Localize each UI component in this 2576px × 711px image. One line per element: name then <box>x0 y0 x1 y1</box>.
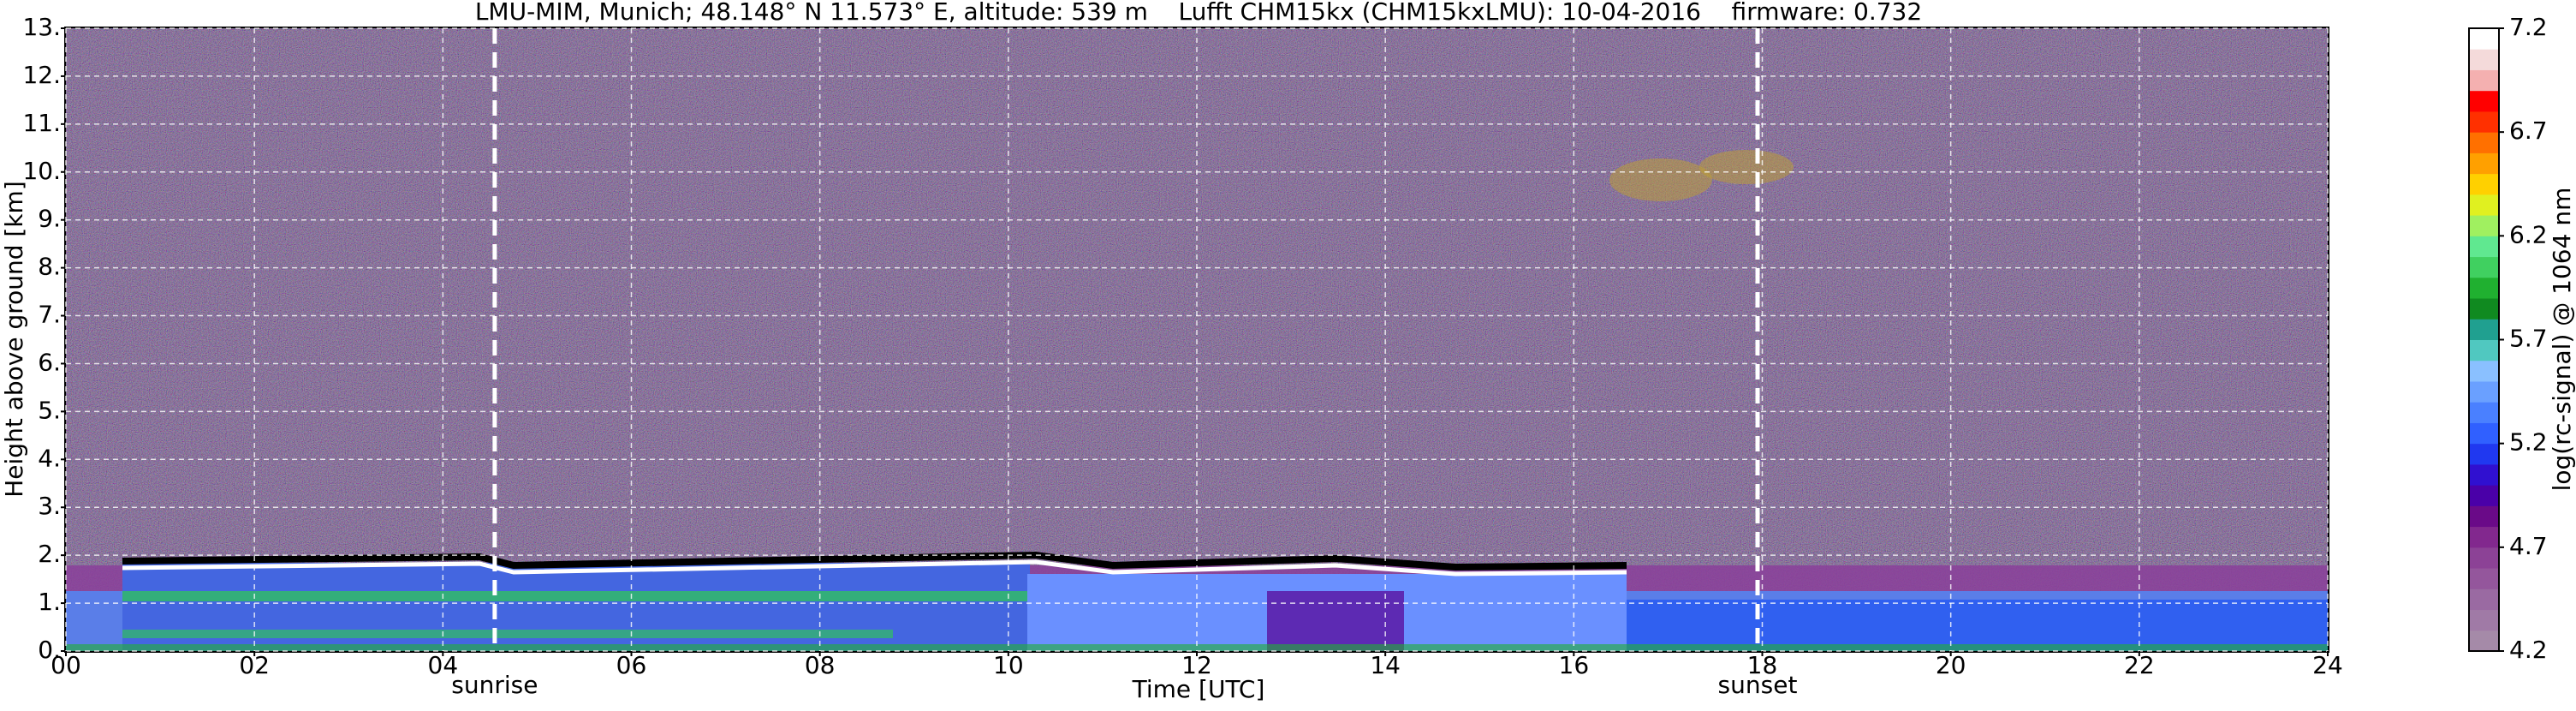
y-tick-label: 7. <box>38 301 61 329</box>
colorbar-segment <box>2469 69 2499 92</box>
y-tick-label: 5. <box>38 396 61 424</box>
colorbar-segment <box>2469 422 2499 445</box>
chart-title: LMU-MIM, Munich; 48.148° N 11.573° E, al… <box>475 0 1922 26</box>
colorbar-segment <box>2469 339 2499 361</box>
colorbar-tick-label: 6.7 <box>2509 117 2548 145</box>
y-tick-label: 13. <box>22 13 61 41</box>
colorbar-segment <box>2469 256 2499 278</box>
colorbar-label: log(rc-signal) @ 1064 nm <box>2548 188 2576 492</box>
x-tick-label: 10 <box>993 651 1024 679</box>
colorbar-segment <box>2469 547 2499 569</box>
layer-top <box>122 559 1627 577</box>
colorbar-segment <box>2469 194 2499 216</box>
x-tick-label: 18 <box>1747 651 1778 679</box>
colorbar-tick-label: 6.2 <box>2509 220 2548 248</box>
colorbar-tick-label: 5.2 <box>2509 428 2548 457</box>
x-tick-label: 12 <box>1181 651 1212 679</box>
x-tick-label: 04 <box>428 651 459 679</box>
y-tick-label: 9. <box>38 205 61 233</box>
colorbar-segment <box>2469 277 2499 299</box>
y-tick-label: 2. <box>38 540 61 568</box>
colorbar-segment <box>2469 49 2499 70</box>
y-tick-label: 8. <box>38 253 61 281</box>
cirrus <box>1699 150 1794 184</box>
colorbar-segment <box>2469 90 2499 112</box>
colorbar-segment <box>2469 236 2499 258</box>
colorbar-segment <box>2469 443 2499 465</box>
y-axis-label: Height above ground [km] <box>0 181 28 498</box>
colorbar-segment <box>2469 152 2499 175</box>
x-tick-label: 00 <box>51 651 81 679</box>
colorbar-segment <box>2469 380 2499 403</box>
colorbar-segment <box>2469 402 2499 423</box>
colorbar-tick-label: 5.7 <box>2509 325 2548 353</box>
colorbar-segment <box>2469 609 2499 631</box>
colorbar-segment <box>2469 630 2499 652</box>
colorbar-segment <box>2469 589 2499 611</box>
colorbar-segment <box>2469 111 2499 133</box>
x-tick-label: 14 <box>1370 651 1401 679</box>
colorbar-segment <box>2469 360 2499 382</box>
y-tick-label: 6. <box>38 348 61 376</box>
colorbar-segment <box>2469 485 2499 506</box>
colorbar-segment <box>2469 568 2499 589</box>
colorbar-tick-label: 4.7 <box>2509 532 2548 560</box>
x-tick-label: 08 <box>805 651 836 679</box>
colorbar-segment <box>2469 28 2499 50</box>
colorbar-segment <box>2469 132 2499 153</box>
boundary-layer <box>66 644 2328 651</box>
x-tick-label: 22 <box>2124 651 2155 679</box>
boundary-layer <box>1267 591 1404 651</box>
layer-top <box>122 551 1627 571</box>
annotation-label: sunrise <box>451 671 538 699</box>
colorbar-segment <box>2469 463 2499 486</box>
cirrus <box>1609 158 1712 201</box>
x-tick-label: 06 <box>616 651 647 679</box>
boundary-layer <box>122 630 893 638</box>
y-tick-label: 12. <box>22 61 61 89</box>
y-tick-label: 1. <box>38 588 61 616</box>
colorbar-segment <box>2469 319 2499 340</box>
colorbar-segment <box>2469 173 2499 195</box>
x-tick-label: 16 <box>1559 651 1590 679</box>
colorbar-segment <box>2469 298 2499 320</box>
x-tick-label: 24 <box>2312 651 2343 679</box>
y-tick-label: 10. <box>22 157 61 185</box>
boundary-layer <box>1627 600 2328 651</box>
boundary-layer <box>122 591 1030 601</box>
x-tick-label: 02 <box>239 651 270 679</box>
x-tick-label: 20 <box>1936 651 1966 679</box>
y-tick-label: 4. <box>38 444 61 472</box>
annotation-label: sunset <box>1718 671 1798 699</box>
x-axis-label: Time [UTC] <box>1132 675 1265 703</box>
colorbar-tick-label: 7.2 <box>2509 13 2548 41</box>
y-tick-label: 0. <box>38 636 61 664</box>
colorbar-tick-label: 4.2 <box>2509 636 2548 664</box>
y-tick-label: 3. <box>38 492 61 520</box>
y-tick-label: 11. <box>22 109 61 137</box>
colorbar-segment <box>2469 215 2499 236</box>
colorbar-segment <box>2469 505 2499 528</box>
colorbar-segment <box>2469 526 2499 548</box>
